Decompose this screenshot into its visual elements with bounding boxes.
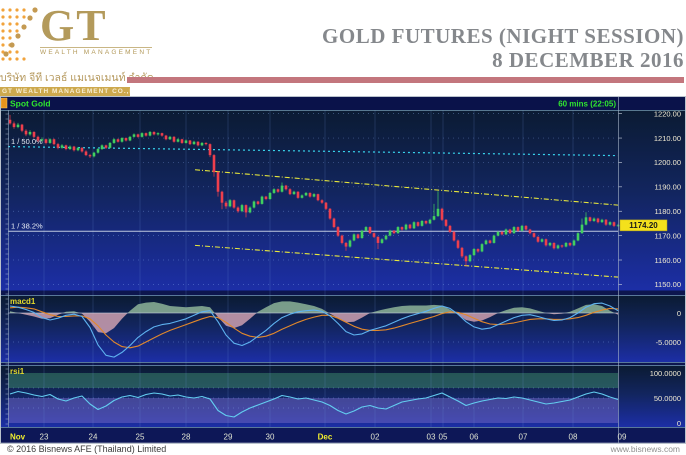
accent-bar [127, 77, 684, 83]
price-axis-label: 1220.00 [654, 109, 681, 118]
rsi-pane-label: rsi1 [10, 367, 25, 376]
interval-label: 60 mins (22:05) [558, 100, 616, 109]
rsi-axis-label: 100.0000 [650, 369, 681, 378]
report-header: GT WEALTH MANAGEMENT บริษัท จีที เวลธ์ แ… [0, 0, 686, 96]
rsi-axis-label: 50.0000 [654, 394, 681, 403]
chart-corner-marker [0, 97, 8, 109]
logo-monogram: GT [40, 1, 108, 50]
fib-label: 1 / 38.2% [11, 222, 43, 231]
date-axis-label: Dec [318, 433, 333, 442]
price-axis-label: 1170.00 [654, 231, 681, 240]
macd-axis-label: -5.0000 [656, 338, 681, 347]
fib-label: 1 / 50.0% [11, 137, 43, 146]
macd-hist-positive [10, 301, 618, 313]
price-axis-label: 1190.00 [654, 183, 681, 192]
macd-hist-negative [10, 313, 618, 334]
report-title: GOLD FUTURES (NIGHT SESSION) 8 DECEMBER … [322, 24, 684, 72]
date-axis-label: 30 [266, 433, 275, 442]
last-price-tag [619, 219, 668, 232]
date-axis-label: 07 [519, 433, 528, 442]
gold-futures-chart: 1 / 50.0% 1 / 38.2% Spot Gold 60 mins (22:0… [0, 96, 686, 444]
rsi-axis-label: 0 [677, 419, 681, 428]
trend-channel-line [194, 169, 619, 206]
date-axis-label: Nov [10, 433, 26, 442]
chart-area: 1 / 50.0% 1 / 38.2% Spot Gold 60 mins (22:0… [0, 96, 686, 444]
date-axis-label: 05 [439, 433, 448, 442]
date-axis-label: 02 [371, 433, 380, 442]
report-title-line2: 8 DECEMBER 2016 [492, 48, 684, 72]
logo-dots-icon [0, 6, 38, 67]
candlesticks [8, 114, 620, 267]
date-axis-label: 28 [182, 433, 191, 442]
macd-signal-line [9, 306, 619, 349]
macd-pane-label: macd1 [10, 297, 36, 306]
rsi-line [9, 390, 619, 418]
report-footer: © 2016 Bisnews AFE (Thailand) Limited ww… [0, 444, 686, 455]
price-axis-label: 1160.00 [654, 256, 681, 265]
date-axis-label: 03 [427, 433, 436, 442]
logo-tagline: WEALTH MANAGEMENT [40, 47, 153, 56]
website-text: www.bisnews.com [610, 444, 680, 454]
price-axis-label: 1200.00 [654, 158, 681, 167]
logo-company-banner: GT WEALTH MANAGEMENT CO.,LTD. [0, 87, 130, 96]
price-axis-label: 1150.00 [654, 280, 681, 289]
date-axis-label: 09 [618, 433, 627, 442]
last-price-value: 1174.20 [629, 221, 658, 230]
rsi-overbought-band [8, 373, 618, 388]
trend-channel-line [194, 244, 619, 278]
price-axis-label: 1210.00 [654, 134, 681, 143]
date-axis-label: 29 [224, 433, 233, 442]
macd-axis-label: 0 [677, 309, 681, 318]
macd-line [9, 302, 619, 358]
date-axis-label: 24 [89, 433, 98, 442]
date-axis-label: 08 [569, 433, 578, 442]
rsi-lower-band [8, 398, 618, 423]
copyright-text: © 2016 Bisnews AFE (Thailand) Limited [7, 444, 167, 454]
logo-thai-name: บริษัท จีที เวลธ์ แมเนจเมนท์ จำกัด [0, 72, 154, 84]
date-axis-label: 06 [470, 433, 479, 442]
report-title-line1: GOLD FUTURES (NIGHT SESSION) [322, 24, 684, 48]
date-axis-label: 23 [40, 433, 49, 442]
symbol-label: Spot Gold [10, 99, 51, 109]
gt-logo: GT WEALTH MANAGEMENT บริษัท จีที เวลธ์ แ… [0, 4, 154, 96]
date-axis-label: 25 [136, 433, 145, 442]
price-axis-label: 1180.00 [654, 207, 681, 216]
